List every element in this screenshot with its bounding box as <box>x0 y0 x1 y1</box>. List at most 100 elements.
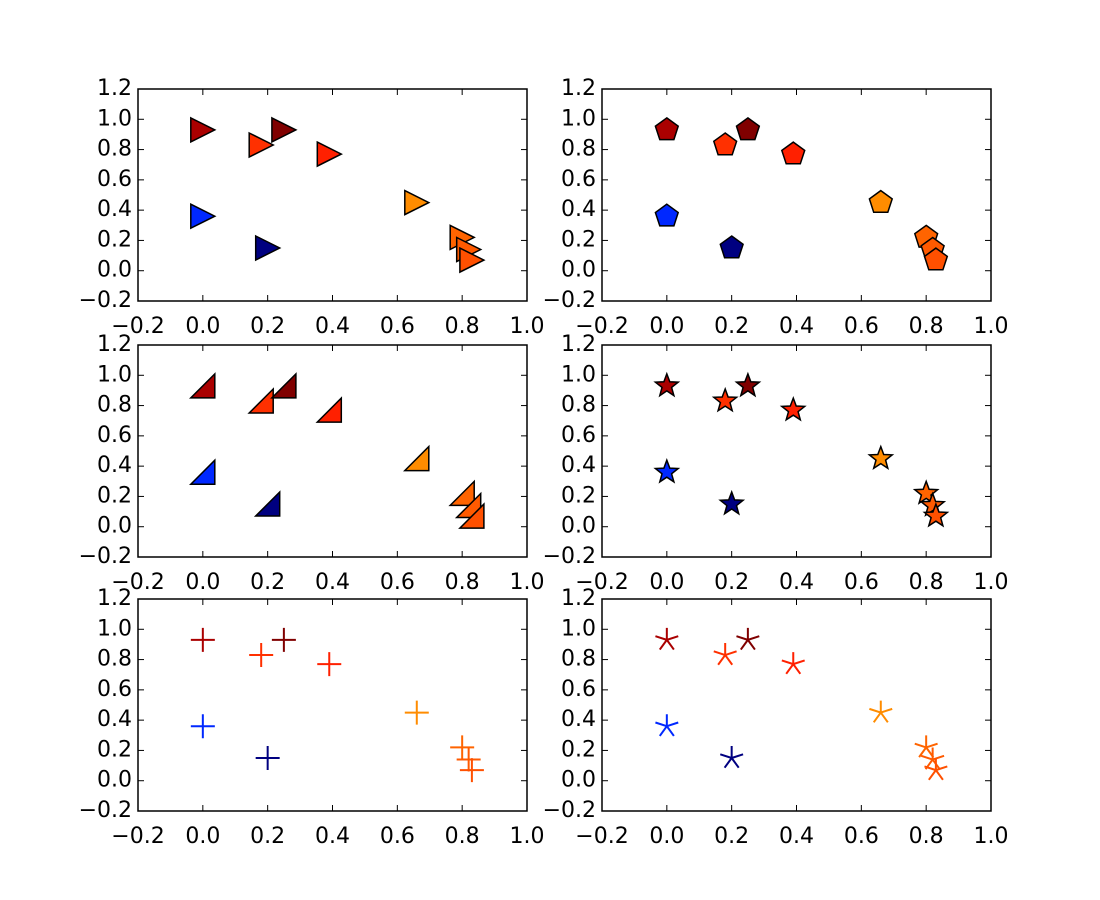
axes-frame <box>601 598 992 812</box>
x-tick-label: 1.0 <box>510 314 545 339</box>
x-tick-label: 0.6 <box>380 570 415 595</box>
y-tick-label: 0.8 <box>97 137 132 162</box>
marker <box>713 643 737 666</box>
x-tick-label: 0.2 <box>714 314 749 339</box>
marker <box>718 489 746 516</box>
x-tick-label: 0.8 <box>909 314 944 339</box>
marker <box>271 627 296 652</box>
marker <box>317 652 342 677</box>
markers <box>188 372 485 529</box>
plot-area <box>138 599 527 811</box>
y-tick-label: 0.4 <box>97 453 132 478</box>
y-tick-label: 1.2 <box>97 76 132 101</box>
x-tick-label: 0.6 <box>380 824 415 849</box>
plot-area <box>602 599 991 811</box>
marker <box>735 116 761 141</box>
x-tick-label: 1.0 <box>974 570 1009 595</box>
y-tick-label: 0.6 <box>561 167 596 192</box>
marker <box>869 700 893 723</box>
y-tick-label: 0.2 <box>561 737 596 762</box>
marker <box>922 501 950 528</box>
y-tick-label: 0.6 <box>561 423 596 448</box>
x-tick-label: −0.2 <box>111 314 164 339</box>
x-tick-label: 0.4 <box>779 570 814 595</box>
y-tick-label: 1.2 <box>561 586 596 611</box>
y-tick-label: −0.2 <box>543 798 596 823</box>
markers <box>190 627 484 783</box>
x-tick-label: 1.0 <box>510 570 545 595</box>
marker <box>402 444 430 472</box>
y-tick-label: 0.2 <box>97 483 132 508</box>
marker <box>190 714 215 739</box>
marker <box>912 479 940 505</box>
y-tick-label: 0.2 <box>561 227 596 252</box>
y-tick-label: 0.8 <box>561 393 596 418</box>
y-tick-label: 1.0 <box>97 362 132 387</box>
marker <box>456 747 481 772</box>
marker <box>188 458 216 485</box>
y-tick-label: 1.0 <box>97 106 132 131</box>
marker <box>249 643 274 668</box>
y-tick-label: 0.2 <box>97 227 132 252</box>
plot-area <box>602 345 991 557</box>
x-tick-label: 0.0 <box>185 824 220 849</box>
x-tick-label: 0.2 <box>714 570 749 595</box>
x-tick-label: 1.0 <box>974 824 1009 849</box>
y-tick-label: 0.2 <box>97 737 132 762</box>
y-tick-label: 1.0 <box>561 362 596 387</box>
x-tick-label: −0.2 <box>111 824 164 849</box>
x-tick-label: 1.0 <box>510 824 545 849</box>
marker <box>248 131 275 159</box>
x-tick-label: 1.0 <box>974 314 1009 339</box>
marker <box>914 735 938 758</box>
plot-area <box>138 345 527 557</box>
x-tick-label: 0.4 <box>779 314 814 339</box>
x-tick-label: 0.4 <box>779 824 814 849</box>
x-tick-label: 0.6 <box>380 314 415 339</box>
marker <box>867 444 895 471</box>
marker <box>190 116 217 144</box>
marker <box>868 189 894 214</box>
y-tick-label: 0.4 <box>97 197 132 222</box>
y-tick-label: −0.2 <box>79 544 132 569</box>
x-tick-label: 0.0 <box>185 570 220 595</box>
x-tick-label: 0.8 <box>445 570 480 595</box>
axes-frame <box>137 88 528 302</box>
marker <box>404 700 429 725</box>
marker <box>923 247 949 271</box>
marker <box>780 141 806 165</box>
y-tick-label: −0.2 <box>543 288 596 313</box>
y-tick-label: −0.2 <box>543 544 596 569</box>
marker <box>247 387 274 414</box>
marker <box>404 189 431 216</box>
marker <box>188 372 216 399</box>
markers <box>654 116 949 271</box>
x-tick-label: 0.0 <box>649 570 684 595</box>
x-tick-label: −0.2 <box>575 824 628 849</box>
marker <box>654 203 680 227</box>
marker <box>271 116 298 144</box>
x-tick-label: 0.0 <box>649 824 684 849</box>
marker <box>270 372 297 399</box>
y-tick-label: 0.0 <box>97 258 132 283</box>
y-tick-label: 0.0 <box>561 514 596 539</box>
marker <box>719 235 744 259</box>
x-tick-label: 0.2 <box>250 314 285 339</box>
y-tick-label: 0.6 <box>97 677 132 702</box>
x-tick-label: 0.8 <box>445 824 480 849</box>
x-tick-label: 0.0 <box>185 314 220 339</box>
marker <box>781 652 805 675</box>
marker <box>190 627 215 652</box>
marker <box>655 714 679 737</box>
marker <box>654 116 680 141</box>
x-tick-label: 0.6 <box>844 824 879 849</box>
x-tick-label: 0.6 <box>844 570 879 595</box>
y-tick-label: 0.4 <box>561 197 596 222</box>
markers <box>655 627 948 781</box>
marker <box>712 132 738 156</box>
axes-frame <box>601 344 992 558</box>
x-tick-label: −0.2 <box>575 314 628 339</box>
marker <box>255 746 280 770</box>
marker <box>315 396 343 423</box>
